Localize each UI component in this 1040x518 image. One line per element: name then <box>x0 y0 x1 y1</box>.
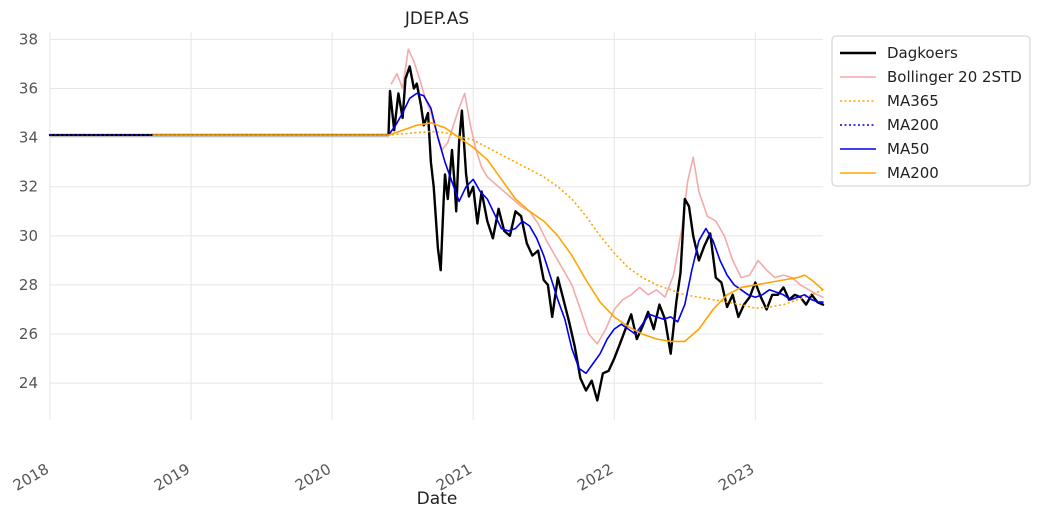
legend-label: Dagkoers <box>887 44 958 62</box>
series-layer <box>48 48 825 402</box>
y-tick-label: 26 <box>19 325 38 343</box>
series-line-dagkoers-0 <box>48 65 825 402</box>
chart-title: JDEP.AS <box>404 9 469 29</box>
x-axis-title: Date <box>417 489 458 509</box>
y-axis: 24 26 28 30 32 34 36 38 <box>19 30 38 392</box>
legend-label: MA200 <box>887 116 939 134</box>
legend: Dagkoers Bollinger 20 2STD MA365 MA200 MA50 M… <box>831 35 1031 187</box>
x-tick-label: 2018 <box>10 460 52 495</box>
y-tick-label: 28 <box>19 276 38 294</box>
y-tick-label: 38 <box>19 30 38 48</box>
legend-label: MA200 <box>887 164 939 182</box>
series-line-ma50-4 <box>387 92 824 375</box>
series-line-bollinger-20-2std-1 <box>390 48 824 345</box>
y-tick-label: 32 <box>19 178 38 196</box>
y-tick-label: 34 <box>19 129 38 147</box>
x-tick-label: 2019 <box>151 460 193 495</box>
grid <box>49 32 823 420</box>
x-tick-label: 2020 <box>292 460 334 495</box>
x-axis: 2018 2019 2020 2021 2022 2023 <box>10 460 757 495</box>
legend-label: MA365 <box>887 92 939 110</box>
y-tick-label: 30 <box>19 227 38 245</box>
series-line-ma365-2 <box>50 130 824 310</box>
series-line-ma200-5 <box>152 122 824 343</box>
y-tick-label: 24 <box>19 374 38 392</box>
x-tick-label: 2023 <box>715 460 757 495</box>
legend-label: Bollinger 20 2STD <box>887 68 1022 86</box>
y-tick-label: 36 <box>19 79 38 97</box>
legend-box <box>831 35 1031 187</box>
x-tick-label: 2022 <box>574 460 616 495</box>
legend-label: MA50 <box>887 140 929 158</box>
